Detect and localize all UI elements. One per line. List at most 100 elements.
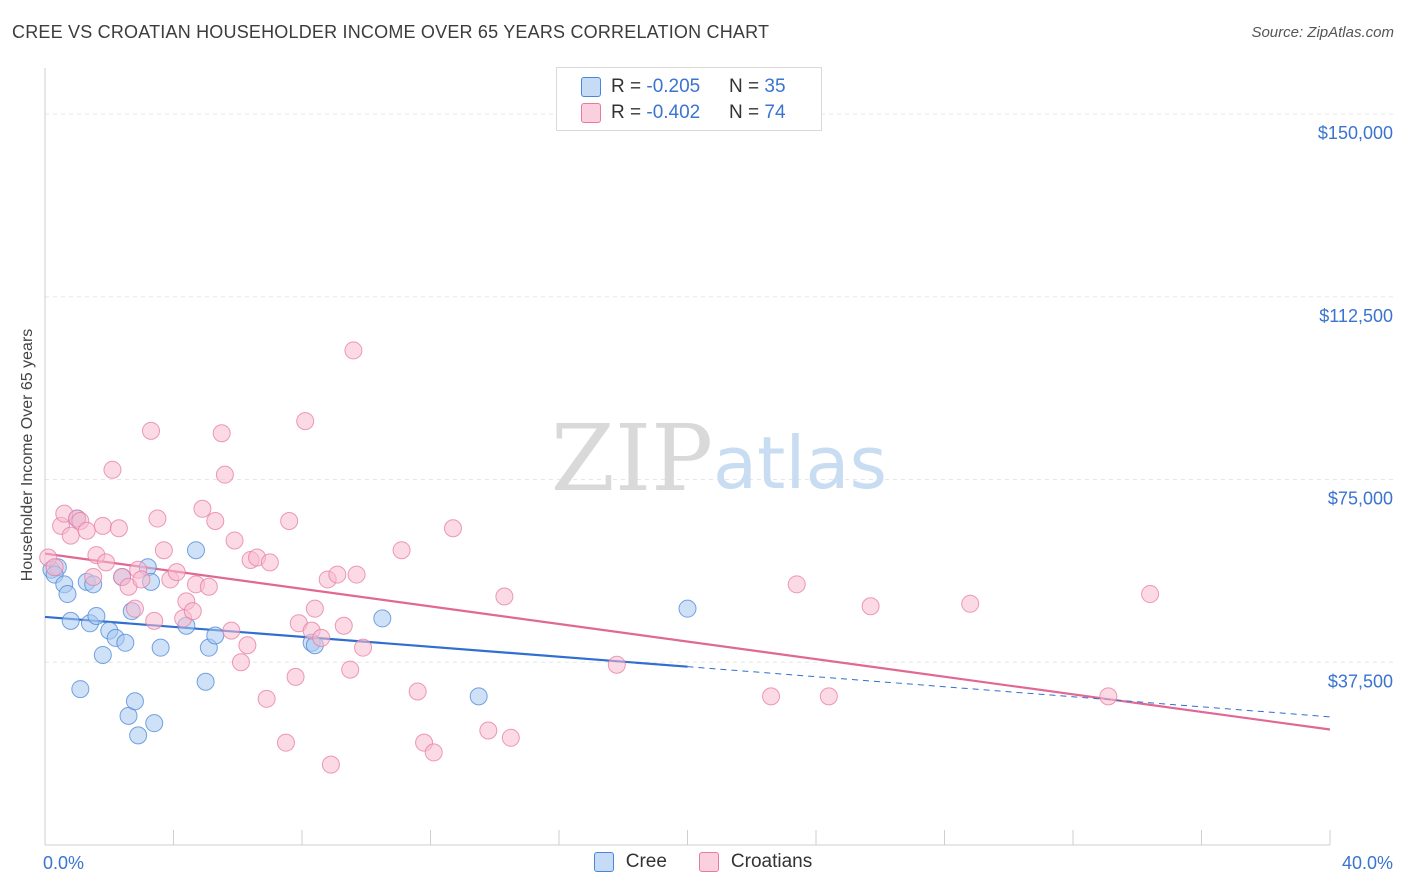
croatians-point bbox=[312, 628, 331, 647]
data-points bbox=[39, 341, 1160, 774]
cree-point bbox=[196, 672, 215, 691]
croatians-point bbox=[231, 653, 250, 672]
x-tick-labels: 0.0% 40.0% bbox=[43, 853, 1393, 873]
cree-point bbox=[129, 726, 148, 745]
x-tick-label-max: 40.0% bbox=[1342, 853, 1393, 873]
croatians-point bbox=[103, 460, 122, 479]
croatians-point bbox=[334, 616, 353, 635]
croatians-point bbox=[238, 636, 257, 655]
y-tick-label: $112,500 bbox=[1319, 306, 1393, 326]
croatians-point bbox=[762, 687, 781, 706]
croatians-point bbox=[77, 521, 96, 540]
croatians-point bbox=[148, 509, 167, 528]
watermark: ZIP atlas bbox=[551, 405, 887, 512]
croatians-point bbox=[225, 531, 244, 550]
cree-point bbox=[71, 680, 90, 699]
croatians-point bbox=[479, 721, 498, 740]
legend-row-croatians: R = -0.402 N = 74 bbox=[581, 101, 786, 125]
series-label-croatians: Croatians bbox=[730, 851, 813, 872]
series-legend: Cree Croatians bbox=[0, 851, 1406, 873]
cree-point bbox=[145, 714, 164, 733]
croatians-point bbox=[260, 553, 279, 572]
legend-row-cree: R = -0.205 N = 35 bbox=[581, 75, 786, 99]
croatians-point bbox=[61, 526, 80, 545]
x-tick-label-min: 0.0% bbox=[43, 853, 84, 873]
legend-n-cree: N = 35 bbox=[729, 76, 786, 97]
croatians-point bbox=[1141, 585, 1160, 604]
series-label-cree: Cree bbox=[625, 851, 667, 872]
series-legend-cree: Cree bbox=[593, 851, 667, 873]
watermark-zip: ZIP bbox=[551, 405, 713, 512]
croatians-point bbox=[93, 516, 112, 535]
gridlines bbox=[45, 113, 1395, 663]
croatians-point bbox=[1099, 687, 1118, 706]
croatians-point bbox=[222, 621, 241, 640]
croatians-point bbox=[199, 577, 218, 596]
croatians-point bbox=[286, 667, 305, 686]
croatians-point bbox=[328, 565, 347, 584]
croatians-point bbox=[193, 499, 212, 518]
y-tick-label: $37,500 bbox=[1328, 671, 1393, 691]
croatians-point bbox=[341, 660, 360, 679]
chart-title: CREE VS CROATIAN HOUSEHOLDER INCOME OVER… bbox=[12, 22, 770, 42]
croatians-point bbox=[276, 733, 295, 752]
series-swatch-croatians bbox=[698, 852, 719, 872]
y-tick-labels: $37,500 $75,000 $112,500 $150,000 bbox=[1318, 123, 1393, 691]
cree-point bbox=[58, 585, 77, 604]
cree-point bbox=[186, 541, 205, 560]
source-credit: Source: ZipAtlas.com bbox=[1251, 24, 1394, 41]
croatians-point bbox=[443, 519, 462, 538]
croatians-point bbox=[354, 638, 373, 657]
cree-point bbox=[116, 633, 135, 652]
cree-point bbox=[87, 606, 106, 625]
croatians-point bbox=[501, 728, 520, 747]
croatians-point bbox=[392, 541, 411, 560]
legend-swatch-croatians bbox=[581, 103, 601, 123]
croatians-point bbox=[607, 655, 626, 674]
croatians-point bbox=[321, 755, 340, 774]
legend-n-croatians: N = 74 bbox=[729, 102, 786, 123]
y-axis-label: Householder Income Over 65 years bbox=[19, 328, 36, 582]
croatians-point bbox=[132, 570, 151, 589]
cree-point bbox=[151, 638, 170, 657]
croatians-point bbox=[212, 424, 231, 443]
series-swatch-cree bbox=[593, 852, 614, 872]
croatians-point bbox=[183, 602, 202, 621]
cree-point bbox=[373, 609, 392, 628]
croatians-point bbox=[344, 341, 363, 360]
cree-point bbox=[469, 687, 488, 706]
trend-lines bbox=[44, 552, 1331, 731]
croatians-point bbox=[215, 465, 234, 484]
croatians-point bbox=[280, 511, 299, 530]
cree-point bbox=[93, 645, 112, 664]
cree-point bbox=[678, 599, 697, 618]
croatians-point bbox=[167, 563, 186, 582]
legend: R = -0.205 N = 35 R = -0.402 N = 74 bbox=[556, 67, 822, 131]
croatians-point bbox=[206, 511, 225, 530]
legend-r-croatians: R = -0.402 bbox=[611, 102, 701, 123]
watermark-atlas: atlas bbox=[713, 421, 887, 505]
legend-swatch-cree bbox=[581, 77, 601, 97]
series-legend-croatians: Croatians bbox=[698, 851, 813, 873]
axes bbox=[44, 68, 1331, 846]
croatians-point bbox=[495, 587, 514, 606]
cree-trend-line-extrapolated bbox=[687, 666, 1331, 718]
cree-point bbox=[61, 611, 80, 630]
cree-point bbox=[125, 692, 144, 711]
croatians-point bbox=[424, 743, 443, 762]
croatians-point bbox=[861, 597, 880, 616]
croatians-trend-line bbox=[44, 552, 1331, 731]
croatians-point bbox=[296, 412, 315, 431]
croatians-point bbox=[257, 689, 276, 708]
y-tick-label: $150,000 bbox=[1318, 123, 1393, 143]
croatians-point bbox=[347, 565, 366, 584]
cree-point bbox=[206, 626, 225, 645]
croatians-point bbox=[305, 599, 324, 618]
croatians-point bbox=[819, 687, 838, 706]
croatians-point bbox=[142, 421, 161, 440]
croatians-point bbox=[787, 575, 806, 594]
croatians-point bbox=[109, 519, 128, 538]
croatians-point bbox=[408, 682, 427, 701]
croatians-point bbox=[125, 599, 144, 618]
